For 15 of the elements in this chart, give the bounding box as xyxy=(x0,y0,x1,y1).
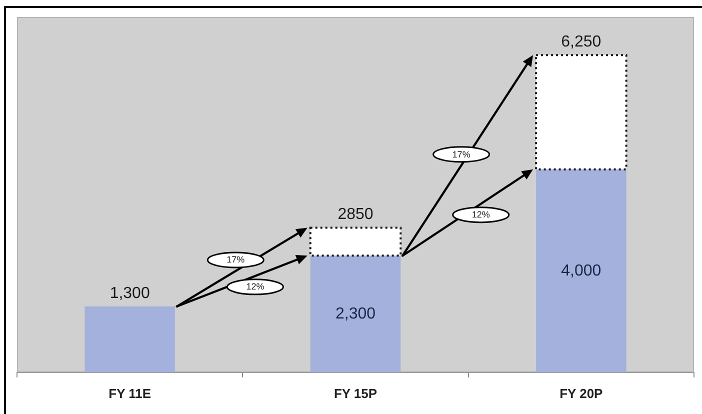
x-tick-label: FY 15P xyxy=(334,386,378,401)
total-label: 1,300 xyxy=(110,284,150,302)
x-tick-label: FY 20P xyxy=(560,386,604,401)
data-label: 2,300 xyxy=(335,305,376,322)
bar xyxy=(310,256,401,372)
annotation: 12% xyxy=(246,282,264,292)
bar xyxy=(84,306,175,372)
annotation: 17% xyxy=(226,254,245,265)
data-label: 4,000 xyxy=(561,262,602,280)
total-label: 6,250 xyxy=(561,33,602,50)
total-label: 2850 xyxy=(338,206,374,224)
annotation: 12% xyxy=(472,210,490,220)
x-tick-label: FY 11E xyxy=(108,386,152,401)
bar xyxy=(536,169,626,372)
annotation: 17% xyxy=(452,149,470,160)
